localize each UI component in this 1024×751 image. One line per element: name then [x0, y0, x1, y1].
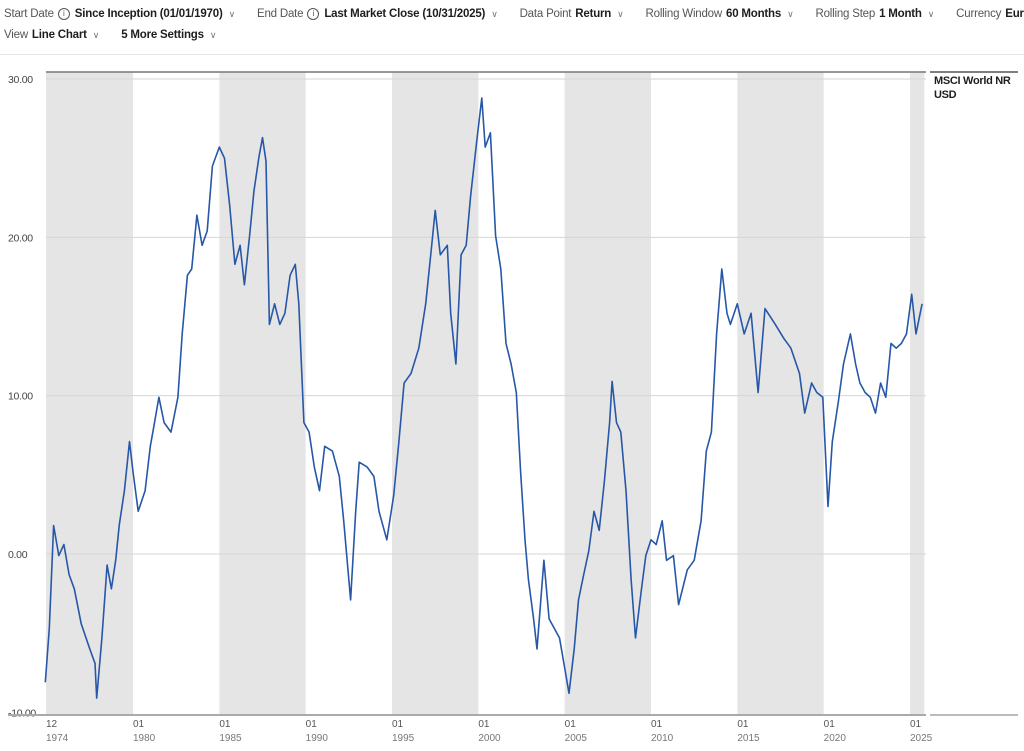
settings-toolbar: Start Date i Since Inception (01/01/1970…: [0, 0, 1024, 55]
start-date-value: Since Inception (01/01/1970): [74, 8, 223, 20]
x-tick-month: 01: [133, 719, 145, 730]
x-tick-year: 2020: [824, 733, 847, 744]
end-date-dropdown[interactable]: End Date i Last Market Close (10/31/2025…: [257, 8, 498, 20]
chevron-down-icon: ∨: [92, 29, 100, 40]
x-tick-month: 01: [219, 719, 231, 730]
data-point-label: Data Point: [519, 8, 572, 20]
rolling-window-label: Rolling Window: [645, 8, 723, 20]
chevron-down-icon: ∨: [617, 8, 624, 19]
end-date-value: Last Market Close (10/31/2025): [324, 8, 486, 20]
chevron-down-icon: ∨: [209, 29, 217, 40]
start-date-label: Start Date: [4, 8, 54, 20]
chevron-down-icon: ∨: [228, 8, 236, 19]
view-label: View: [4, 29, 28, 41]
end-date-label: End Date: [256, 8, 304, 20]
view-value: Line Chart: [31, 29, 87, 41]
y-tick-label: 10.00: [8, 391, 33, 403]
info-icon[interactable]: i: [307, 8, 320, 20]
x-tick-month: 01: [651, 719, 663, 730]
x-tick-year: 1995: [392, 733, 415, 744]
x-tick-month: 01: [565, 719, 577, 730]
x-tick-year: 1980: [133, 733, 156, 744]
chevron-down-icon: ∨: [927, 8, 935, 19]
shaded-band: [737, 72, 824, 715]
more-settings-label: 5 More Settings: [121, 29, 204, 41]
chevron-down-icon: ∨: [787, 8, 794, 19]
rolling-step-label: Rolling Step: [815, 8, 876, 20]
x-tick-year: 2010: [651, 733, 674, 744]
shaded-band: [910, 72, 925, 715]
x-tick-month: 01: [910, 719, 922, 730]
x-tick-year: 2000: [478, 733, 501, 744]
x-tick-month: 01: [392, 719, 404, 730]
x-tick-month: 01: [478, 719, 490, 730]
x-tick-year: 2015: [737, 733, 760, 744]
y-tick-label: 0.00: [8, 549, 28, 561]
x-tick-month: 12: [46, 719, 58, 730]
chevron-down-icon: ∨: [491, 8, 498, 19]
info-icon[interactable]: i: [57, 8, 70, 20]
rolling-step-dropdown[interactable]: Rolling Step 1 Month ∨: [815, 8, 934, 20]
view-dropdown[interactable]: View Line Chart ∨: [4, 29, 99, 41]
rolling-window-value: 60 Months: [726, 8, 782, 20]
x-tick-month: 01: [306, 719, 318, 730]
x-tick-year: 1990: [306, 733, 329, 744]
shaded-band: [392, 72, 479, 715]
start-date-dropdown[interactable]: Start Date i Since Inception (01/01/1970…: [4, 8, 235, 20]
currency-value: Euro: [1005, 8, 1024, 20]
currency-label: Currency: [956, 8, 1002, 20]
x-tick-month: 01: [824, 719, 836, 730]
rolling-window-dropdown[interactable]: Rolling Window 60 Months ∨: [646, 8, 794, 20]
more-settings-dropdown[interactable]: 5 More Settings ∨: [121, 29, 216, 41]
y-tick-label: 30.00: [8, 74, 33, 86]
data-point-value: Return: [575, 8, 612, 20]
x-tick-year: 2025: [910, 733, 933, 744]
x-tick-year: 1985: [219, 733, 242, 744]
series-line[interactable]: [44, 97, 923, 699]
shaded-band: [46, 72, 133, 715]
x-tick-month: 01: [737, 719, 749, 730]
legend-series-name: MSCI World NR USD: [934, 75, 1011, 101]
currency-dropdown[interactable]: Currency Euro ∨: [956, 8, 1024, 20]
rolling-step-value: 1 Month: [879, 8, 922, 20]
y-tick-label: 20.00: [8, 232, 33, 244]
x-tick-year: 2005: [565, 733, 588, 744]
y-tick-label: -10.00: [8, 707, 36, 719]
shaded-band: [564, 72, 651, 715]
legend-item[interactable]: MSCI World NR USD: [934, 74, 1016, 102]
shaded-band: [219, 72, 306, 715]
data-point-dropdown[interactable]: Data Point Return ∨: [520, 8, 624, 20]
x-tick-year: 1974: [46, 733, 69, 744]
